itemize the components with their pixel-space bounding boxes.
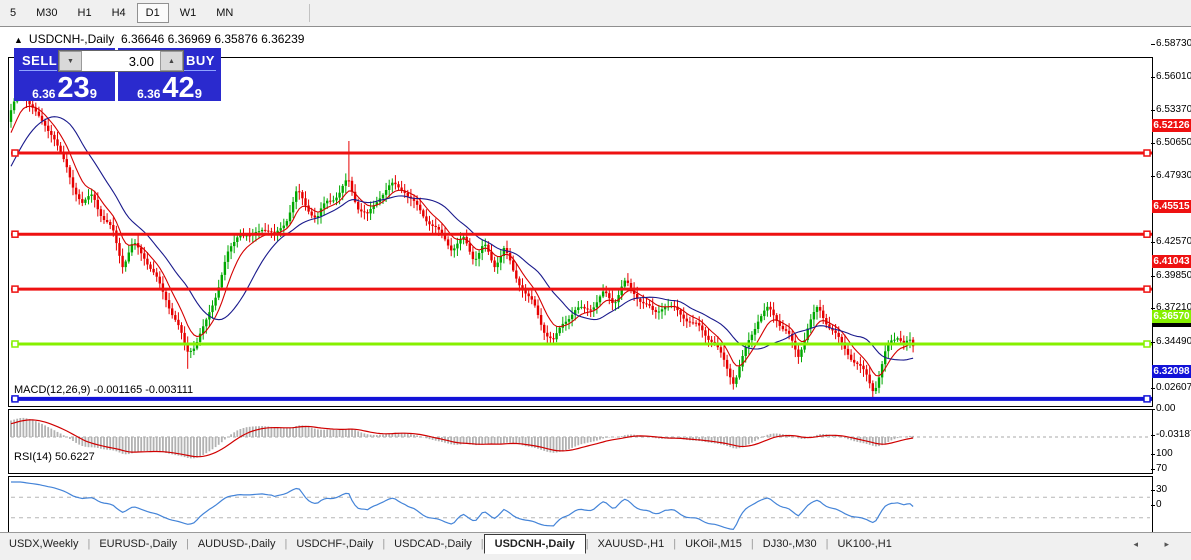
price-level-badge: 6.52126 [1152,119,1191,132]
price-tick-mark [1151,242,1155,243]
buy-price-small: 6.36 [137,87,161,101]
rsi-tick-mark [1151,490,1155,491]
price-level-badge: 6.45515 [1152,200,1191,213]
tab-usdchf-daily[interactable]: USDCHF-,Daily [296,538,374,550]
symbol-title: USDCNH-,Daily [28,32,115,46]
sell-underline [19,70,57,71]
tab-usdx-weekly[interactable]: USDX,Weekly [9,538,79,550]
price-tick-mark [1151,276,1155,277]
tab-separator: | [480,538,484,550]
price-tick-label: 6.39850 [1156,270,1191,281]
sell-price-sup: 9 [89,86,97,101]
ohlc-readout: 6.36646 6.36969 6.35876 6.36239 [120,32,305,46]
macd-tick-label: 0.00 [1156,403,1176,414]
macd-panel-canvas[interactable] [8,409,1153,474]
price-tick-label: 6.47930 [1156,170,1191,181]
price-tick-label: 6.53370 [1156,104,1191,115]
rsi-tick-mark [1151,505,1155,506]
toolbar-separator [309,4,311,22]
price-level-badge: 6.36570 [1152,310,1191,323]
tab-separator: | [185,538,189,550]
timeframe-mn[interactable]: MN [216,7,234,19]
tab-separator: | [673,538,677,550]
macd-tick-label: 0.02607 [1156,382,1191,393]
price-tick-mark [1151,44,1155,45]
timeframe-5[interactable]: 5 [10,7,17,19]
price-level-badge: 6.32098 [1152,365,1191,378]
buy-price[interactable]: 6.36 42 9 [118,72,221,104]
timeframe-m30[interactable]: M30 [36,7,58,19]
price-tick-label: 6.58730 [1156,38,1191,49]
buy-price-sup: 9 [194,86,202,101]
price-tick-mark [1151,342,1155,343]
buy-button[interactable]: BUY [186,53,215,68]
tab-scroll-arrows[interactable]: ◂ ▸ [1133,539,1181,549]
symbol-tab-bar: USDX,Weekly | EURUSD-,Daily | AUDUSD-,Daily |… [0,532,1191,560]
timeframe-d1[interactable]: D1 [136,3,169,23]
main-chart-canvas[interactable] [8,57,1153,407]
price-tick-mark [1151,77,1155,78]
macd-tick-mark [1151,409,1155,410]
sell-price-big: 23 [57,72,90,104]
timeframe-h1[interactable]: H1 [77,7,92,19]
buy-underline [184,70,216,71]
tab-audusd-daily[interactable]: AUDUSD-,Daily [197,538,276,550]
buy-price-big: 42 [162,72,195,104]
sell-price-small: 6.36 [32,87,56,101]
tab-usdcnh-daily[interactable]: USDCNH-,Daily [483,534,586,554]
tab-dj30-m30[interactable]: DJ30-,M30 [762,538,817,550]
price-tick-label: 6.34490 [1156,336,1191,347]
rsi-tick-label: 100 [1156,448,1173,459]
rsi-label: RSI(14) 50.6227 [14,451,95,463]
macd-tick-mark [1151,388,1155,389]
chart-header: ▲ USDCNH-,Daily 6.36646 6.36969 6.35876 6… [14,32,304,46]
price-level-badge: 6.41043 [1152,255,1191,268]
price-tick-mark [1151,143,1155,144]
timeframe-h4[interactable]: H4 [111,7,126,19]
tab-usdcad-daily[interactable]: USDCAD-,Daily [394,538,472,550]
volume-spinner: ▼ ▲ [58,50,184,72]
price-tick-mark [1151,176,1155,177]
tab-uk100-h1[interactable]: UK100-,H1 [837,538,892,550]
tab-ukoil-m15[interactable]: UKOil-,M15 [685,538,742,550]
rsi-tick-label: 70 [1156,463,1168,474]
tab-separator: | [825,538,829,550]
rsi-panel-canvas[interactable] [8,476,1153,539]
tab-separator: | [585,538,589,550]
tab-separator: | [750,538,754,550]
chart-window: ▲ USDCNH-,Daily 6.36646 6.36969 6.35876 6… [0,27,1191,554]
tab-eurusd-daily[interactable]: EURUSD-,Daily [99,538,177,550]
tab-xauusd-h1[interactable]: XAUUSD-,H1 [597,538,665,550]
volume-increase-button[interactable]: ▲ [160,51,183,71]
volume-input[interactable] [82,51,160,71]
tab-separator: | [87,538,91,550]
macd-tick-label: -0.03187 [1156,429,1191,440]
rsi-tick-label: 0 [1156,499,1162,510]
macd-tick-mark [1151,435,1155,436]
tab-separator: | [284,538,288,550]
price-tick-label: 6.42570 [1156,236,1191,247]
rsi-tick-mark [1151,454,1155,455]
rsi-tick-label: 30 [1156,484,1168,495]
collapse-panel-icon[interactable]: ▲ [14,35,23,45]
macd-label: MACD(12,26,9) -0.001165 -0.003111 [14,384,194,396]
timeframe-w1[interactable]: W1 [179,7,197,19]
sell-price[interactable]: 6.36 23 9 [14,72,115,104]
sell-button[interactable]: SELL [22,53,58,68]
price-tick-label: 6.56010 [1156,71,1191,82]
timeframe-toolbar: 5 M30 H1 H4 D1 W1 MN [0,0,1191,27]
price-tick-label: 6.50650 [1156,137,1191,148]
price-tick-label: 6.37210 [1156,302,1191,313]
price-tick-mark [1151,308,1155,309]
volume-decrease-button[interactable]: ▼ [59,51,82,71]
rsi-tick-mark [1151,469,1155,470]
tab-separator: | [382,538,386,550]
price-tick-mark [1151,110,1155,111]
